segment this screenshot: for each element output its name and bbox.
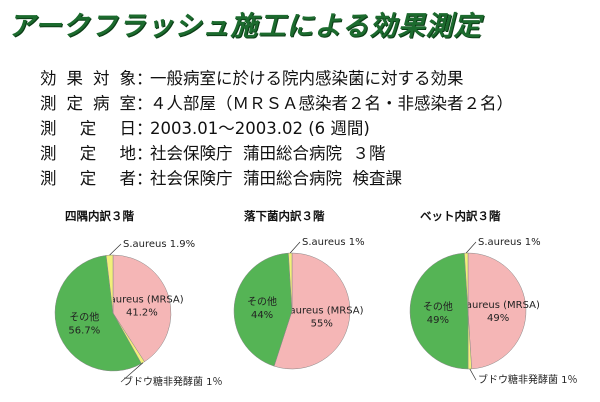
slice-callout-label: S.aureus 1%	[478, 237, 541, 248]
info-row-room: 測定病室 ： ４人部屋（ＭＲＳＡ感染者２名・非感染者２名）	[40, 91, 513, 116]
info-row-date: 測 定 日 ： 2003.01～2003.02 (6 週間)	[40, 116, 513, 141]
slice-percent: 55%	[311, 319, 333, 330]
info-label-char: 定	[79, 169, 97, 188]
pie-chart: 四隅内訳３階 S.aureus (MRSA) 41.2% ブドウ糖非発酵菌 1％ その他…	[54, 209, 223, 388]
pie-slice	[288, 252, 293, 312]
info-value: 社会保険庁 蒲田総合病院 検査課	[150, 169, 402, 188]
info-label-char: 測	[40, 94, 57, 113]
info-row-person: 測 定 者 ： 社会保険庁 蒲田総合病院 検査課	[40, 166, 513, 191]
info-separator: ：	[136, 144, 153, 163]
slice-callout-label: ブドウ糖非発酵菌 1％	[123, 375, 223, 388]
slice-callout-label: S.aureus 1%	[302, 237, 365, 248]
leader-line	[120, 362, 144, 383]
info-label-char: 測	[40, 144, 57, 163]
info-label: 測定病室	[40, 91, 136, 116]
leader-line	[289, 241, 301, 254]
info-label-char: 定	[79, 144, 97, 163]
slice-percent: 49%	[487, 313, 509, 324]
pie-chart: ベット内訳３階 S.aureus (MRSA) 49% ブドウ糖非発酵菌 1％ その他 4…	[409, 209, 578, 386]
measurement-info: 効果対象 ： 一般病室に於ける院内感染菌に対する効果 測定病室 ： ４人部屋（Ｍ…	[40, 66, 513, 191]
slice-label: S.aureus (MRSA)	[280, 306, 364, 317]
slice-percent: 56.7%	[68, 325, 100, 336]
pie-slice	[464, 252, 469, 312]
pie-chart-title: ベット内訳３階	[420, 209, 501, 223]
info-separator: ：	[136, 69, 153, 88]
leader-line	[465, 241, 477, 254]
info-label-char: 効	[40, 69, 57, 88]
leader-line	[469, 368, 477, 381]
info-label-char: 室	[119, 94, 137, 113]
slice-percent: 41.2%	[126, 307, 158, 318]
page-title: アークフラッシュ施工による効果測定	[8, 11, 482, 42]
info-label-char: 測	[40, 119, 57, 138]
pie-chart: 落下菌内訳３階 S.aureus (MRSA) 55% その他 44% S.aureus …	[233, 209, 365, 370]
slice-label: S.aureus (MRSA)	[456, 300, 540, 311]
slice-percent: 44%	[251, 310, 273, 321]
info-label: 測定地	[40, 141, 136, 166]
info-label-char: 病	[93, 94, 110, 113]
info-label-char: 測	[40, 169, 57, 188]
info-value: 一般病室に於ける院内感染菌に対する効果	[150, 69, 464, 88]
info-label-char: 象	[119, 69, 137, 88]
pie-chart-title: 四隅内訳３階	[65, 209, 134, 223]
pie-slice	[409, 252, 469, 370]
slice-label: その他	[247, 295, 277, 308]
info-label-char: 日	[119, 119, 137, 138]
slice-callout-label: ブドウ糖非発酵菌 1％	[478, 373, 578, 386]
info-row-target: 効果対象 ： 一般病室に於ける院内感染菌に対する効果	[40, 66, 513, 91]
slice-label: S.aureus (MRSA)	[100, 294, 184, 305]
pie-slice	[273, 252, 351, 370]
info-label-char: 対	[93, 69, 110, 88]
info-label-char: 地	[119, 144, 137, 163]
pie-chart-title: 落下菌内訳３階	[244, 209, 325, 223]
info-value: 2003.01～2003.02 (6 週間)	[150, 119, 370, 138]
info-label-char: 定	[79, 119, 97, 138]
info-separator: ：	[136, 94, 153, 113]
info-separator: ：	[136, 119, 153, 138]
info-label: 効果対象	[40, 66, 136, 91]
info-row-place: 測 定 地 ： 社会保険庁 蒲田総合病院 ３階	[40, 141, 513, 166]
info-label-char: 者	[119, 169, 137, 188]
leader-line	[109, 243, 122, 256]
info-value: 社会保険庁 蒲田総合病院 ３階	[150, 144, 386, 163]
info-separator: ：	[136, 169, 153, 188]
slice-label: その他	[423, 300, 453, 313]
info-label-char: 定	[66, 94, 84, 113]
slice-label: その他	[69, 310, 99, 323]
pie-slice	[467, 252, 527, 370]
info-label: 測定者	[40, 166, 136, 191]
info-label: 測定日	[40, 116, 136, 141]
pie-slice	[233, 252, 293, 367]
info-value: ４人部屋（ＭＲＳＡ感染者２名・非感染者２名）	[150, 94, 513, 113]
pie-charts: 四隅内訳３階 S.aureus (MRSA) 41.2% ブドウ糖非発酵菌 1％ その他…	[54, 209, 578, 388]
slice-callout-label: S.aureus 1.9%	[123, 239, 195, 250]
pie-slice	[54, 255, 142, 372]
slice-percent: 49%	[427, 315, 449, 326]
info-label-char: 果	[66, 69, 84, 88]
